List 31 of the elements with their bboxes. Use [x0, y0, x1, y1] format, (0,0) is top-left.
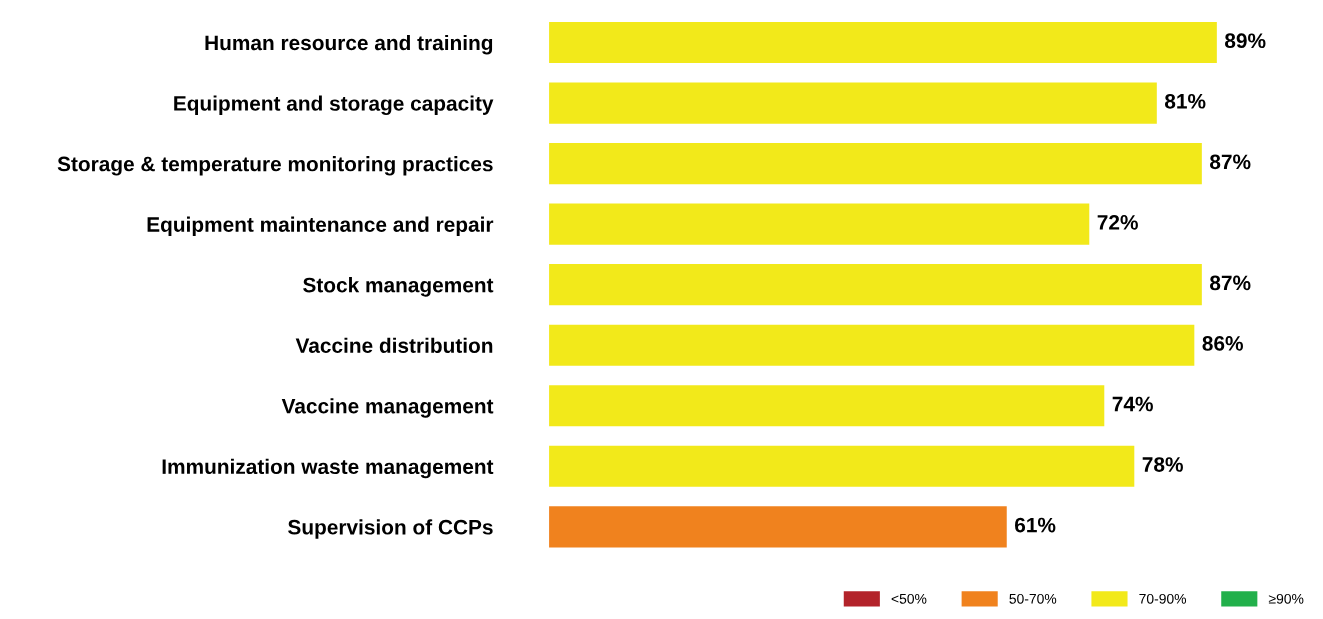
- bar: [549, 506, 1007, 548]
- data-label: 78%: [1142, 457, 1183, 472]
- y-tick-label: Equipment maintenance and repair: [147, 216, 494, 236]
- legend-label: 50-70%: [1009, 593, 1057, 604]
- y-tick-label: Human resource and training: [205, 34, 493, 55]
- y-tick-label: Supervision of CCPs: [288, 519, 493, 539]
- bar: [549, 324, 1195, 366]
- data-label: 74%: [1112, 396, 1153, 412]
- bar: [549, 385, 1105, 427]
- bar: [549, 445, 1135, 487]
- data-label: 89%: [1225, 33, 1266, 49]
- y-tick-label: Vaccine management: [281, 398, 494, 418]
- data-label: 61%: [1015, 517, 1056, 533]
- data-label: 87%: [1210, 275, 1251, 291]
- bar: [549, 143, 1202, 185]
- y-tick-label: Storage & temperature monitoring practices: [57, 156, 493, 176]
- data-label: 86%: [1202, 336, 1243, 351]
- bar: [549, 264, 1202, 306]
- data-label: 87%: [1210, 154, 1251, 170]
- legend-label: ≥90%: [1268, 593, 1304, 604]
- data-label: 81%: [1164, 93, 1206, 109]
- y-tick-label: Vaccine distribution: [295, 337, 493, 353]
- y-tick-label: Stock management: [303, 277, 494, 297]
- y-tick-label: Equipment and storage capacity: [174, 95, 494, 116]
- bar: [549, 203, 1090, 245]
- data-label: 72%: [1097, 214, 1138, 230]
- legend-label: 70-90%: [1139, 593, 1187, 604]
- bar: [549, 21, 1217, 64]
- legend-label: <50%: [891, 593, 927, 604]
- y-tick-label: Immunization waste management: [162, 458, 494, 479]
- bar: [549, 82, 1157, 124]
